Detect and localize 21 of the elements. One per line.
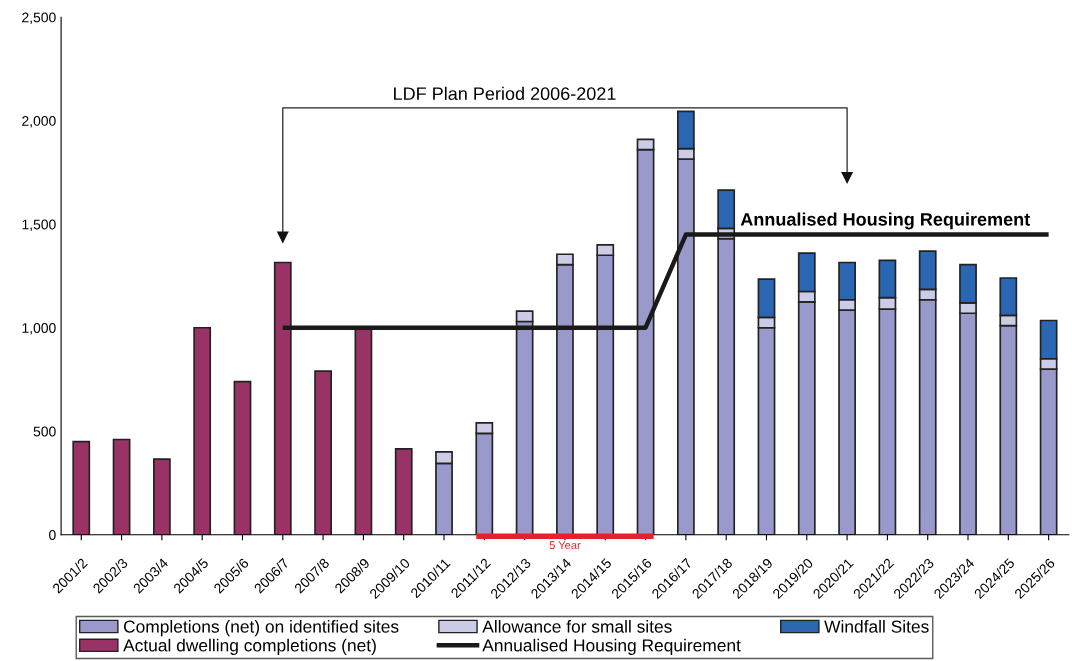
bar — [314, 370, 332, 535]
bar — [72, 440, 91, 535]
legend-label: Actual dwelling completions (net) — [123, 638, 376, 655]
bar — [193, 326, 212, 535]
bar — [112, 438, 131, 535]
bar — [394, 447, 413, 535]
legend-label: Completions (net) on identified sites — [123, 620, 399, 637]
legend-label: Windfall Sites — [824, 620, 929, 633]
annotation: Annualised Housing Requirement — [740, 212, 1030, 230]
legend-label: Annualised Housing Requirement — [482, 638, 741, 655]
bar — [152, 458, 171, 535]
legend-label: Allowance for small sites — [482, 620, 672, 633]
y-tick-label: 1,500 — [22, 219, 56, 232]
y-tick-label: 0 — [49, 530, 56, 540]
y-tick-label: 1,000 — [22, 323, 56, 335]
y-tick-label: 500 — [33, 426, 56, 437]
annotation: 5 Year — [549, 541, 581, 550]
y-tick-label: 2,500 — [22, 12, 56, 24]
annotation: LDF Plan Period 2006-2021 — [394, 86, 616, 101]
y-tick-label: 2,000 — [22, 116, 56, 128]
bar — [233, 380, 252, 535]
